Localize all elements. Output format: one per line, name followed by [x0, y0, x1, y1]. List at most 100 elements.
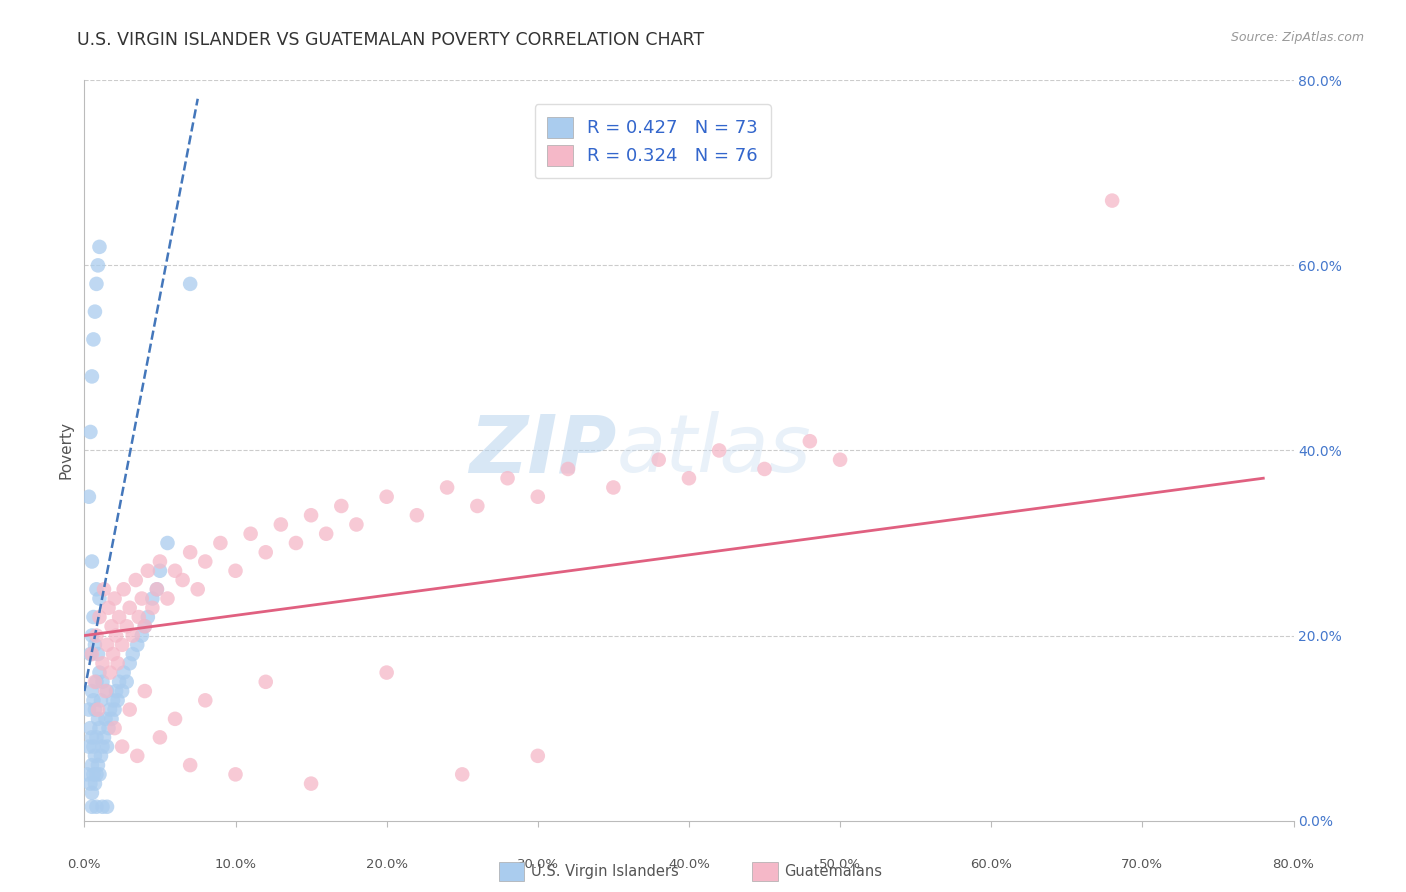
Point — [209, 536, 232, 550]
Text: 60.0%: 60.0% — [970, 858, 1012, 871]
Point — [89, 721, 111, 735]
Point — [86, 731, 108, 745]
Point — [86, 277, 108, 291]
Point — [80, 647, 103, 661]
Point — [648, 452, 671, 467]
Point — [84, 304, 107, 318]
Point — [118, 657, 141, 671]
Point — [112, 582, 135, 597]
Point — [172, 573, 194, 587]
Point — [101, 647, 124, 661]
Point — [84, 748, 107, 763]
Point — [165, 564, 187, 578]
Point — [82, 610, 104, 624]
Point — [375, 490, 398, 504]
Legend: R = 0.427   N = 73, R = 0.324   N = 76: R = 0.427 N = 73, R = 0.324 N = 76 — [534, 104, 770, 178]
Point — [149, 564, 172, 578]
Point — [82, 739, 104, 754]
Point — [98, 703, 121, 717]
Point — [107, 657, 129, 671]
Point — [602, 481, 624, 495]
Text: 20.0%: 20.0% — [366, 858, 408, 871]
Point — [127, 638, 149, 652]
Point — [80, 628, 103, 642]
Text: U.S. Virgin Islanders: U.S. Virgin Islanders — [531, 864, 679, 879]
Point — [270, 517, 292, 532]
Point — [225, 564, 247, 578]
Point — [80, 684, 103, 698]
Point — [100, 619, 122, 633]
Point — [496, 471, 519, 485]
Text: 70.0%: 70.0% — [1122, 858, 1163, 871]
Point — [709, 443, 731, 458]
Point — [141, 591, 163, 606]
Text: 30.0%: 30.0% — [517, 858, 558, 871]
Point — [87, 647, 110, 661]
Point — [80, 369, 103, 384]
Text: 40.0%: 40.0% — [668, 858, 710, 871]
Point — [107, 693, 129, 707]
Point — [315, 526, 337, 541]
Point — [80, 799, 103, 814]
Point — [79, 647, 101, 661]
Point — [118, 600, 141, 615]
Point — [754, 462, 776, 476]
Point — [84, 703, 107, 717]
Point — [105, 684, 128, 698]
Point — [97, 721, 120, 735]
Point — [1101, 194, 1123, 208]
Point — [121, 647, 143, 661]
Point — [467, 499, 489, 513]
Point — [128, 610, 150, 624]
Point — [146, 582, 169, 597]
Text: Guatemalans: Guatemalans — [785, 864, 883, 879]
Point — [299, 776, 322, 791]
Point — [91, 739, 114, 754]
Point — [96, 739, 118, 754]
Point — [108, 674, 131, 689]
Text: 0.0%: 0.0% — [67, 858, 101, 871]
Point — [79, 425, 101, 439]
Point — [146, 582, 169, 597]
Point — [149, 554, 172, 569]
Point — [179, 758, 201, 772]
Point — [830, 452, 852, 467]
Point — [86, 628, 108, 642]
Point — [104, 721, 127, 735]
Point — [156, 591, 179, 606]
Point — [87, 259, 110, 273]
Point — [86, 767, 108, 781]
Point — [86, 674, 108, 689]
Point — [90, 693, 112, 707]
Point — [239, 526, 262, 541]
Point — [125, 573, 148, 587]
Point — [82, 767, 104, 781]
Point — [87, 703, 110, 717]
Point — [678, 471, 700, 485]
Point — [80, 731, 103, 745]
Point — [94, 712, 117, 726]
Point — [156, 536, 179, 550]
Text: 80.0%: 80.0% — [1272, 858, 1315, 871]
Point — [330, 499, 353, 513]
Point — [80, 786, 103, 800]
Point — [97, 600, 120, 615]
Point — [104, 703, 127, 717]
Point — [254, 674, 277, 689]
Point — [82, 693, 104, 707]
Point — [254, 545, 277, 559]
Point — [84, 776, 107, 791]
Point — [134, 619, 156, 633]
Point — [93, 582, 115, 597]
Point — [136, 564, 159, 578]
Point — [89, 665, 111, 680]
Point — [799, 434, 821, 449]
Point — [179, 545, 201, 559]
Point — [100, 712, 122, 726]
Point — [141, 600, 163, 615]
Point — [346, 517, 368, 532]
Point — [96, 684, 118, 698]
Point — [86, 582, 108, 597]
Point — [108, 610, 131, 624]
Point — [76, 767, 98, 781]
